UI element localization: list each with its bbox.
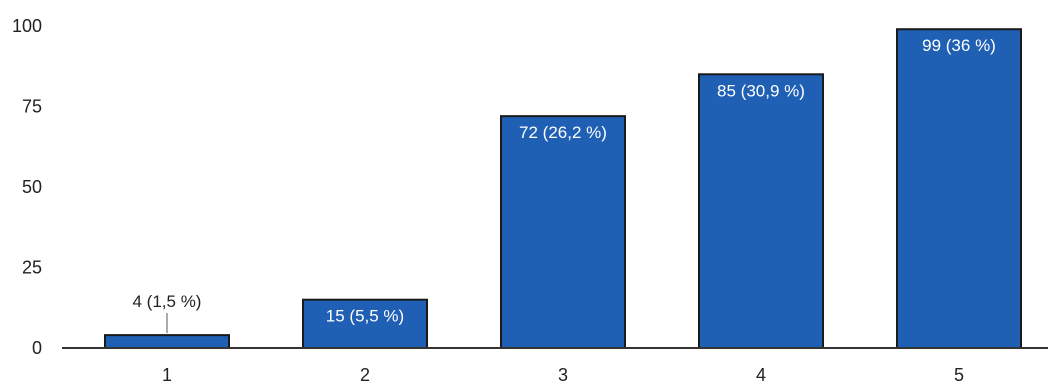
bar-data-label: 99 (36 %) <box>922 36 996 55</box>
x-tick-label: 5 <box>954 365 964 385</box>
bars <box>104 28 1022 350</box>
bar <box>500 115 626 349</box>
y-axis-tick-labels: 0 25 50 75 100 <box>12 16 42 358</box>
x-tick-label: 3 <box>558 365 568 385</box>
bar <box>104 334 230 349</box>
bar-data-label: 85 (30,9 %) <box>717 81 805 100</box>
y-tick-label: 75 <box>22 97 42 117</box>
y-tick-label: 0 <box>32 338 42 358</box>
x-tick-label: 2 <box>360 365 370 385</box>
bar <box>896 28 1022 349</box>
bar-data-label: 72 (26,2 %) <box>519 123 607 142</box>
x-axis-tick-labels: 1 2 3 4 5 <box>162 365 964 385</box>
bar <box>302 298 428 350</box>
y-tick-label: 50 <box>22 177 42 197</box>
y-tick-label: 100 <box>12 16 42 36</box>
bar-data-labels: 4 (1,5 %) 15 (5,5 %) 72 (26,2 %) 85 (30,9 %… <box>133 36 996 334</box>
bar <box>698 73 824 350</box>
bar-data-label: 4 (1,5 %) <box>133 292 202 311</box>
x-tick-label: 1 <box>162 365 172 385</box>
y-tick-label: 25 <box>22 258 42 278</box>
x-tick-label: 4 <box>756 365 766 385</box>
bar-data-label: 15 (5,5 %) <box>326 307 404 326</box>
